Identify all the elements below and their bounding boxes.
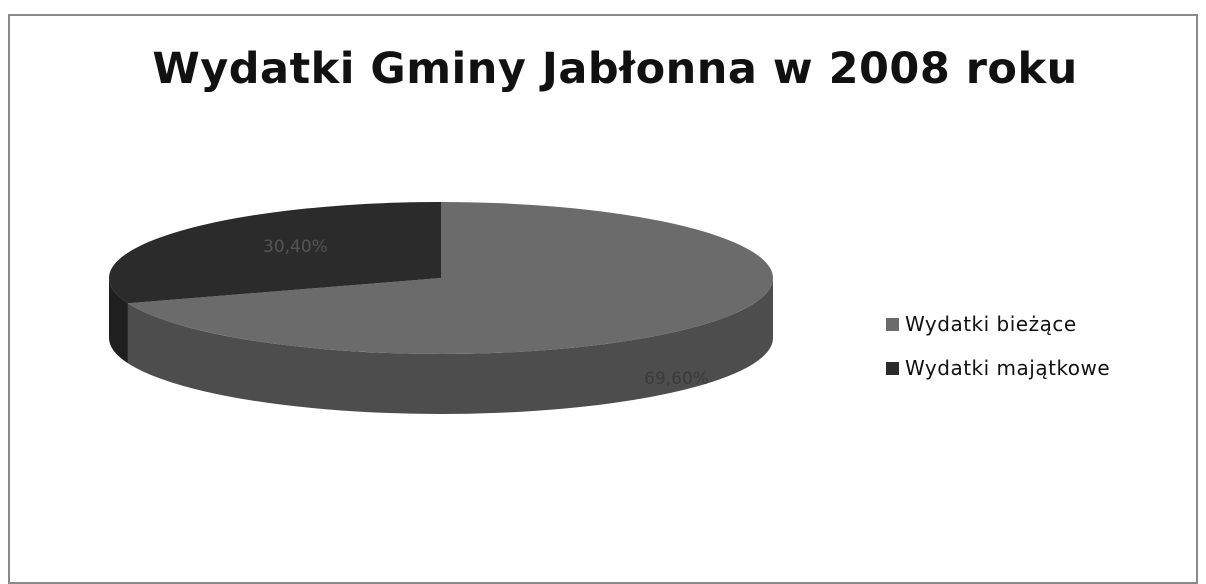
pie-top	[108, 202, 774, 354]
legend-swatch-wydatki-majatkowe	[886, 361, 899, 375]
pie-slice-side-1	[109, 278, 128, 364]
chart-title: Wydatki Gminy Jabłonna w 2008 roku	[152, 44, 1078, 94]
legend: Wydatki bieżące Wydatki majątkowe	[886, 310, 1110, 398]
pie-slice-1	[108, 202, 442, 304]
legend-item-wydatki-majatkowe: Wydatki majątkowe	[886, 354, 1110, 382]
legend-label-wydatki-majatkowe: Wydatki majątkowe	[905, 356, 1111, 380]
pie-data-labels: 69,60% 30,40%	[263, 237, 709, 389]
pie-depth	[109, 278, 774, 414]
pie-data-label-1: 30,40%	[263, 237, 328, 257]
legend-item-wydatki-biezace: Wydatki bieżące	[886, 310, 1110, 338]
legend-label-wydatki-biezace: Wydatki bieżące	[905, 312, 1077, 336]
pie-data-label-0: 69,60%	[644, 369, 709, 389]
pie-slice-0	[127, 202, 774, 354]
pie-slice-side-0	[127, 278, 774, 414]
legend-swatch-wydatki-biezace	[886, 317, 899, 331]
